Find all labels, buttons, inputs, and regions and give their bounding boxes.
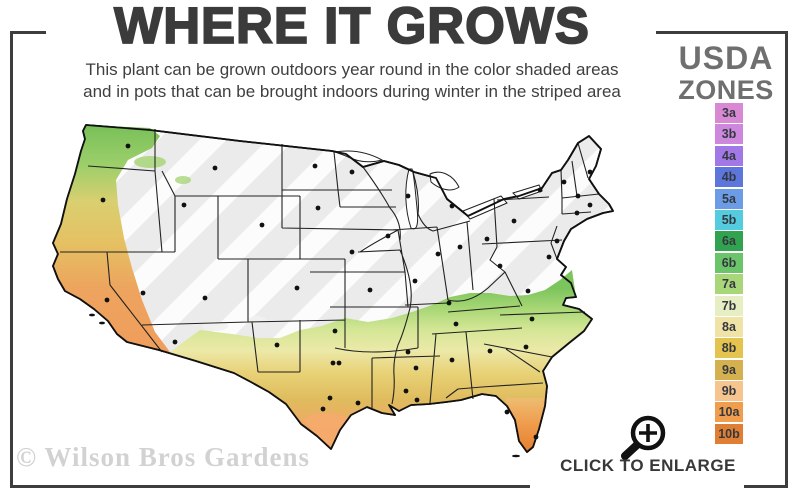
state-marker [504,409,510,415]
map-florida-zone [505,398,545,452]
map-south-texas-zone [303,413,348,449]
map-green-pocket [134,156,166,168]
state-marker [181,202,187,208]
zone-chip-5a: 5a [715,188,743,209]
frame-border-bottom-left [10,485,530,488]
state-marker [202,295,208,301]
zone-chip-4b: 4b [715,167,743,188]
zone-chip-4a: 4a [715,145,743,166]
state-marker [336,360,342,366]
state-marker [104,297,110,303]
state-marker [385,233,391,239]
state-marker [435,251,441,257]
state-marker [561,179,567,185]
legend-title: USDA ZONES [652,42,800,104]
state-marker [405,193,411,199]
page-title: WHERE IT GROWS [113,0,590,55]
small-islands [89,313,520,458]
usa-outline [52,124,614,453]
state-marker [511,218,517,224]
state-marker [315,205,321,211]
map-southern-zone [159,270,592,452]
state-marker [446,300,452,306]
state-marker [332,328,338,334]
zone-chip-9b: 9b [715,381,743,402]
map-west-coast-zone [53,125,170,352]
legend-title-zones: ZONES [678,75,774,105]
frame-border-left [10,31,13,488]
zone-chip-10b: 10b [715,423,743,444]
zone-chip-3b: 3b [715,124,743,145]
state-markers [100,143,593,440]
state-marker [412,278,418,284]
state-boundaries [60,129,600,408]
state-marker [140,290,146,296]
state-marker [330,360,336,366]
zone-chip-8a: 8a [715,316,743,337]
subtitle-line-1: This plant can be grown outdoors year ro… [85,60,619,79]
state-marker [172,339,178,345]
state-marker [587,169,593,175]
zone-chip-3a: 3a [715,103,743,123]
subtitle-line-2: and in pots that can be brought indoors … [83,82,621,101]
state-marker [414,397,420,403]
zone-chip-9a: 9a [715,359,743,380]
click-to-enlarge-button[interactable]: CLICK TO ENLARGE [560,456,736,475]
state-marker [533,434,539,440]
zone-chip-7b: 7b [715,295,743,316]
state-marker [100,197,106,203]
state-marker [449,203,455,209]
state-marker [125,143,131,149]
state-marker [349,249,355,255]
state-marker [320,406,326,412]
state-marker [294,285,300,291]
state-marker [449,357,455,363]
map-green-pocket [175,176,191,184]
state-marker [484,236,490,242]
state-marker [497,263,503,269]
frame-border-top-left [10,31,46,34]
state-marker [327,395,333,401]
frame-border-bottom-right [744,485,788,488]
state-marker [355,400,361,406]
zone-chip-10a: 10a [715,402,743,423]
state-marker [523,344,529,350]
legend-title-usda: USDA [678,40,774,76]
usda-zones-legend: 3a 3b 4a 4b 5a 5b 6a 6b 7a 7b 8a 8b 9a 9b 10a 10b [715,103,743,445]
watermark: © Wilson Bros Gardens [16,442,310,472]
state-marker [537,187,543,193]
state-marker [457,244,463,250]
frame-border-top-right [656,31,788,34]
zone-chip-6b: 6b [715,252,743,273]
state-marker [529,316,535,322]
zone-chip-5b: 5b [715,209,743,230]
state-marker [259,222,265,228]
zone-chip-6a: 6a [715,231,743,252]
state-marker [274,342,280,348]
state-marker [403,388,409,394]
zone-chip-8b: 8b [715,338,743,359]
state-marker [546,254,552,260]
state-marker [487,348,493,354]
map-cold-pocket [248,316,266,324]
state-marker [413,365,419,371]
state-marker [212,165,218,171]
state-marker [405,349,411,355]
state-marker [453,321,459,327]
frame-border-right [785,31,788,488]
state-marker [349,169,355,175]
state-marker [312,163,318,169]
state-marker [587,202,593,208]
state-marker [525,288,531,294]
zone-chip-7a: 7a [715,274,743,295]
state-marker [575,193,581,199]
state-marker [367,287,373,293]
magnifier-plus-icon[interactable] [612,406,684,462]
state-marker [574,210,580,216]
state-marker [554,238,560,244]
